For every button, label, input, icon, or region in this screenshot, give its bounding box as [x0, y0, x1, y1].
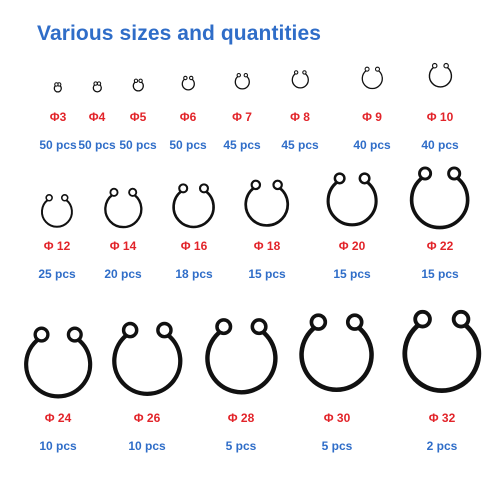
quantity-label: 15 pcs: [333, 267, 371, 281]
circlip-icon: [426, 58, 455, 95]
size-label: Φ 32: [428, 411, 456, 425]
quantity-label: 10 pcs: [128, 439, 166, 453]
size-label: Φ5: [129, 110, 147, 124]
quantity-label: 15 pcs: [421, 267, 459, 281]
circlip-icon: [295, 302, 378, 401]
size-label: Φ3: [49, 110, 67, 124]
quantity-label: 50 pcs: [119, 138, 157, 152]
circlip-icon: [38, 188, 76, 236]
quantity-label: 45 pcs: [223, 138, 261, 152]
circlip-icon: [241, 172, 292, 235]
circlip-icon: [90, 78, 105, 100]
size-label: Φ 10: [426, 110, 454, 124]
size-label: Φ 26: [133, 411, 161, 425]
size-label: Φ 9: [362, 110, 382, 124]
circlip-icon: [406, 157, 473, 238]
size-label: Φ 20: [338, 239, 366, 253]
size-label: Φ 24: [44, 411, 72, 425]
size-label: Φ 7: [232, 110, 252, 124]
quantity-label: 50 pcs: [169, 138, 207, 152]
circlip-icon: [232, 69, 253, 97]
size-label: Φ 14: [109, 239, 137, 253]
quantity-label: 25 pcs: [38, 267, 76, 281]
circlip-icon: [51, 79, 65, 100]
circlip-icon: [130, 75, 147, 99]
quantity-label: 40 pcs: [421, 138, 459, 152]
quantity-label: 2 pcs: [426, 439, 458, 453]
size-label: Φ 16: [180, 239, 208, 253]
page-title: Various sizes and quantities: [37, 22, 322, 45]
quantity-label: 10 pcs: [39, 439, 77, 453]
circlip-icon: [169, 176, 218, 237]
circlip-icon: [20, 316, 96, 408]
circlip-icon: [323, 164, 381, 235]
quantity-label: 40 pcs: [353, 138, 391, 152]
circlip-icon: [289, 66, 312, 96]
circlip-icon: [101, 181, 146, 236]
quantity-label: 50 pcs: [78, 138, 116, 152]
size-label: Φ 18: [253, 239, 281, 253]
quantity-label: 5 pcs: [321, 439, 353, 453]
circlip-icon: [201, 307, 282, 404]
circlip-icon: [179, 72, 198, 98]
size-label: Φ 28: [227, 411, 255, 425]
circlip-icon: [398, 298, 486, 402]
size-label: Φ 12: [43, 239, 71, 253]
quantity-label: 20 pcs: [104, 267, 142, 281]
size-label: Φ6: [179, 110, 197, 124]
size-label: Φ4: [88, 110, 106, 124]
size-label: Φ 22: [426, 239, 454, 253]
size-label: Φ 8: [290, 110, 310, 124]
circlip-icon: [108, 311, 187, 405]
quantity-label: 45 pcs: [281, 138, 319, 152]
size-label: Φ 30: [323, 411, 351, 425]
quantity-label: 15 pcs: [248, 267, 286, 281]
circlip-icon: [359, 62, 386, 97]
quantity-label: 50 pcs: [39, 138, 77, 152]
quantity-label: 5 pcs: [225, 439, 257, 453]
quantity-label: 18 pcs: [175, 267, 213, 281]
